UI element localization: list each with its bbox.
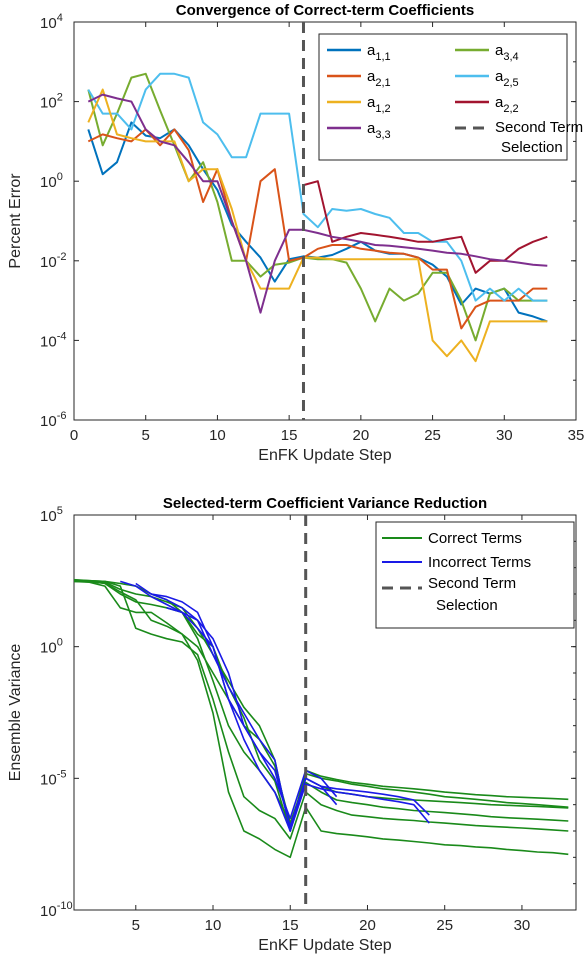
plot-area [73, 514, 577, 911]
legend-vline-label: Selection [501, 139, 563, 156]
y-tick-label: 10-10 [40, 900, 73, 920]
legend-vline-label: Selection [436, 597, 498, 614]
series-line-correct [74, 579, 569, 824]
legend-label: a3,4 [495, 42, 519, 63]
legend-label: a2,5 [495, 68, 519, 89]
x-tick-label: 10 [209, 427, 226, 444]
series-line-a3-3 [87, 93, 548, 314]
tick-label-base: 10 [40, 903, 57, 920]
series-line-a2-1 [87, 128, 548, 330]
legend-label-sub: 3,3 [375, 129, 390, 141]
x-axis-title: EnKF Update Step [258, 937, 392, 954]
legend-label: a1,2 [367, 94, 391, 115]
y-axis-title: Percent Error [7, 173, 24, 269]
series-line-incorrect [151, 593, 430, 828]
legend-label-sub: 1,1 [375, 51, 390, 63]
legend-label: a3,3 [367, 120, 391, 141]
plot-series [87, 72, 548, 363]
series-line-a1-2 [87, 88, 548, 363]
chart-title: Selected-term Coefficient Variance Reduc… [163, 495, 487, 512]
tick-label-exponent: 4 [57, 12, 63, 24]
x-tick-label: 15 [281, 427, 298, 444]
y-tick-label: 10-6 [40, 410, 66, 430]
legend-label: Correct Terms [428, 530, 522, 547]
y-tick-label: 10-4 [40, 330, 66, 350]
x-tick-label: 15 [282, 917, 299, 934]
x-tick-label: 25 [424, 427, 441, 444]
legend-label-sub: 1,2 [375, 103, 390, 115]
tick-label-base: 10 [40, 413, 57, 430]
plot-series [74, 578, 569, 859]
y-axis-title: Ensemble Variance [7, 644, 24, 782]
tick-label-base: 10 [40, 640, 57, 657]
legend-label: Incorrect Terms [428, 554, 531, 571]
x-tick-label: 30 [514, 917, 531, 934]
tick-label-exponent: 0 [57, 171, 63, 183]
tick-label-exponent: -5 [57, 768, 67, 780]
legend-label-sub: 2,5 [503, 77, 518, 89]
legend-label-main: a [367, 94, 376, 111]
series-line-a2-2 [303, 180, 548, 274]
y-tick-label: 100 [40, 637, 63, 657]
legend-label-sub: 2,2 [503, 103, 518, 115]
legend-label-main: a [495, 68, 504, 85]
legend-vline-label: Second Term [428, 575, 516, 592]
series-line-a2-5 [87, 72, 548, 302]
y-tick-label: 102 [40, 92, 63, 112]
legend-label-main: a [367, 120, 376, 137]
legend-label-sub: 3,4 [503, 51, 518, 63]
tick-label-exponent: 5 [57, 505, 63, 517]
series-line-a3-4 [87, 72, 548, 342]
tick-label-base: 10 [40, 174, 57, 191]
tick-label-exponent: -6 [57, 410, 67, 422]
tick-label-exponent: 0 [57, 637, 63, 649]
legend-label: a2,1 [367, 68, 391, 89]
series-line-correct [74, 580, 569, 859]
tick-label-base: 10 [40, 771, 57, 788]
y-tick-label: 105 [40, 505, 63, 525]
series-line-incorrect [166, 607, 430, 832]
legend-vline-label: Second Term [495, 119, 583, 136]
legend-label-sub: 2,1 [375, 77, 390, 89]
x-tick-label: 30 [496, 427, 513, 444]
legend-label-main: a [495, 42, 504, 59]
series-line-correct [74, 578, 569, 840]
y-tick-label: 10-2 [40, 251, 66, 271]
legend-label-main: a [495, 94, 504, 111]
tick-label-base: 10 [40, 254, 57, 271]
tick-label-base: 10 [40, 508, 57, 525]
y-tick-label: 100 [40, 171, 63, 191]
tick-label-exponent: 2 [57, 92, 63, 104]
x-tick-label: 20 [359, 917, 376, 934]
legend-label: a2,2 [495, 94, 519, 115]
y-tick-label: 104 [40, 12, 63, 32]
x-tick-label: 20 [353, 427, 370, 444]
x-axis-title: EnFK Update Step [258, 447, 392, 464]
x-tick-label: 0 [70, 427, 78, 444]
tick-label-base: 10 [40, 15, 57, 32]
x-tick-label: 5 [142, 427, 150, 444]
x-tick-label: 10 [205, 917, 222, 934]
tick-label-base: 10 [40, 333, 57, 350]
legend-label-main: a [367, 42, 376, 59]
tick-label-exponent: -10 [57, 900, 73, 912]
legend-label: a1,1 [367, 42, 391, 63]
tick-label-exponent: -4 [57, 330, 67, 342]
x-tick-label: 35 [568, 427, 585, 444]
chart-title: Convergence of Correct-term Coefficients [176, 2, 474, 19]
y-tick-label: 10-5 [40, 768, 66, 788]
tick-label-base: 10 [40, 95, 57, 112]
x-tick-label: 5 [132, 917, 140, 934]
legend-label-main: a [367, 68, 376, 85]
x-tick-label: 25 [436, 917, 453, 934]
legend [375, 521, 575, 629]
legend [318, 33, 568, 161]
tick-label-exponent: -2 [57, 251, 67, 263]
